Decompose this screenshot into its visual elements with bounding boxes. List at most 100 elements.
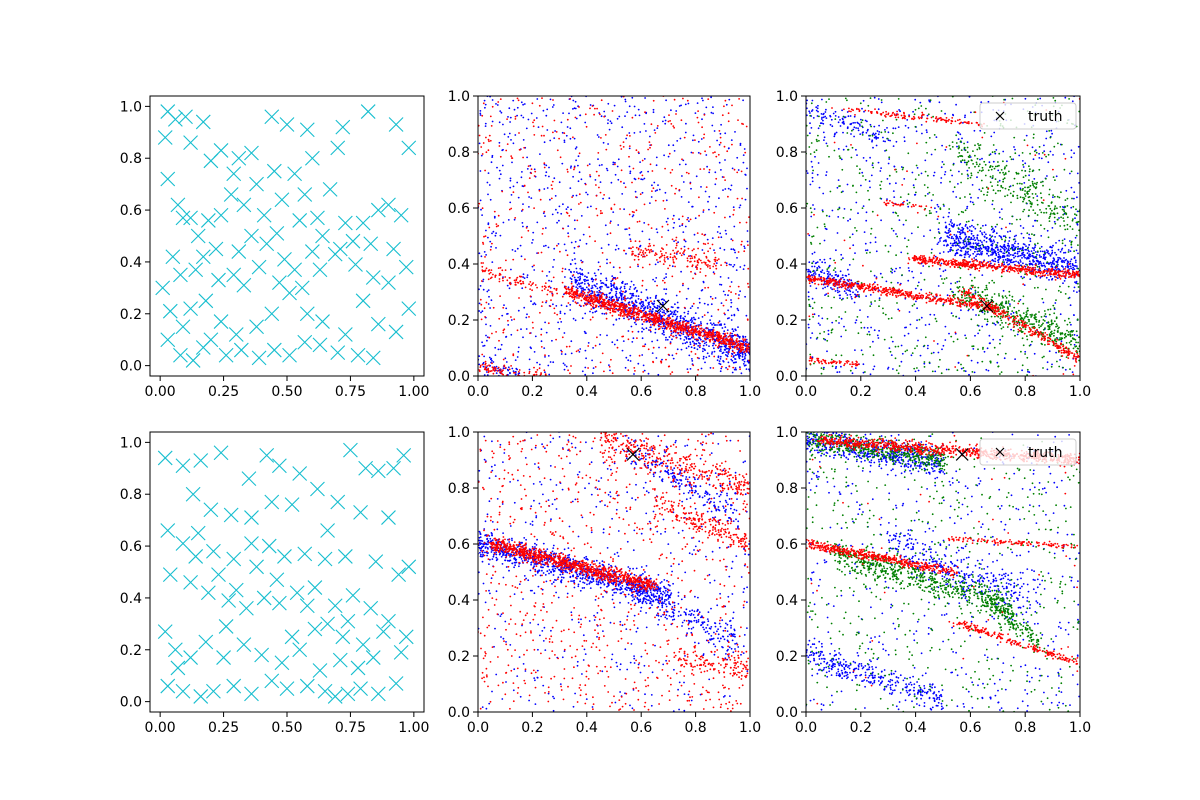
scatter-point — [1005, 247, 1008, 250]
scatter-point — [731, 343, 734, 346]
scatter-point — [629, 238, 632, 241]
scatter-point — [637, 258, 640, 261]
scatter-point — [617, 302, 619, 305]
scatter-point — [1059, 257, 1062, 260]
scatter-point — [744, 340, 747, 343]
scatter-point — [1023, 255, 1025, 258]
scatter-point — [654, 252, 657, 255]
scatter-point — [731, 371, 734, 374]
scatter-point — [723, 145, 726, 148]
scatter-point — [610, 207, 613, 210]
scatter-point-x — [173, 347, 188, 363]
scatter-point — [820, 118, 823, 120]
scatter-point — [825, 277, 828, 280]
scatter-point — [658, 314, 661, 317]
scatter-point — [487, 236, 489, 239]
scatter-point — [630, 316, 633, 319]
scatter-point — [715, 264, 717, 267]
scatter-point — [709, 146, 711, 148]
scatter-point-x — [173, 267, 188, 283]
scatter-point — [1008, 263, 1011, 265]
scatter-point — [743, 360, 746, 363]
scatter-point — [746, 347, 749, 350]
scatter-point — [583, 279, 585, 281]
scatter-point — [828, 264, 831, 267]
scatter-point — [533, 264, 535, 267]
scatter-point — [586, 206, 589, 209]
scatter-point — [842, 276, 844, 279]
scatter-point — [507, 116, 509, 118]
scatter-point — [648, 310, 651, 313]
scatter-point — [955, 249, 958, 252]
scatter-point — [847, 268, 849, 271]
scatter-point — [703, 133, 706, 136]
scatter-point — [649, 135, 651, 138]
scatter-point — [624, 299, 627, 302]
scatter-point — [835, 131, 838, 134]
scatter-point — [702, 209, 705, 212]
scatter-point — [479, 364, 482, 367]
scatter-point — [509, 186, 512, 189]
scatter-point — [718, 335, 720, 337]
scatter-point — [846, 183, 849, 186]
scatter-point — [705, 186, 708, 189]
scatter-point — [484, 270, 486, 273]
y-tick-label: 0.8 — [448, 145, 470, 161]
scatter-point — [479, 110, 482, 112]
scatter-point — [738, 346, 741, 348]
scatter-point — [669, 341, 672, 344]
scatter-point — [491, 332, 493, 335]
scatter-point — [599, 291, 601, 293]
scatter-point — [634, 190, 637, 193]
scatter-point — [868, 138, 871, 141]
scatter-point — [708, 260, 711, 263]
scatter-point — [522, 280, 524, 283]
scatter-point — [676, 310, 679, 313]
scatter-point — [617, 224, 620, 226]
scatter-point — [644, 251, 647, 254]
scatter-point — [549, 286, 552, 289]
scatter-point — [630, 247, 632, 250]
scatter-point — [591, 280, 594, 283]
scatter-point — [514, 281, 517, 284]
scatter-point — [1032, 261, 1035, 263]
scatter-point — [648, 250, 651, 252]
scatter-point — [529, 332, 531, 335]
scatter-point — [590, 205, 592, 208]
scatter-point — [543, 141, 546, 144]
scatter-point — [605, 148, 608, 151]
scatter-point — [516, 281, 519, 284]
scatter-point — [615, 304, 617, 307]
scatter-point — [687, 312, 689, 315]
scatter-point — [572, 293, 575, 296]
scatter-point — [594, 107, 596, 110]
scatter-point-x — [200, 213, 216, 228]
scatter-point — [633, 307, 635, 310]
scatter-point — [907, 205, 910, 208]
scatter-point — [533, 119, 536, 122]
scatter-point — [490, 161, 493, 164]
scatter-point — [849, 293, 852, 296]
scatter-point — [484, 169, 486, 172]
scatter-point — [1034, 246, 1036, 249]
scatter-point — [1012, 244, 1014, 246]
scatter-point — [536, 369, 539, 371]
scatter-point — [584, 294, 587, 297]
scatter-point — [673, 98, 676, 101]
scatter-point — [569, 309, 572, 311]
scatter-point — [652, 346, 655, 349]
scatter-point — [1072, 314, 1075, 316]
scatter-point — [962, 122, 964, 124]
scatter-point — [684, 103, 687, 106]
scatter-point — [592, 347, 594, 349]
scatter-point — [711, 237, 714, 240]
scatter-point — [587, 291, 590, 294]
scatter-point — [837, 216, 840, 218]
scatter-point — [1062, 260, 1065, 262]
scatter-point — [825, 117, 828, 119]
scatter-point — [523, 277, 526, 279]
scatter-point — [1045, 276, 1048, 279]
scatter-point — [720, 345, 723, 348]
scatter-point — [1023, 284, 1026, 286]
scatter-point — [706, 238, 709, 241]
